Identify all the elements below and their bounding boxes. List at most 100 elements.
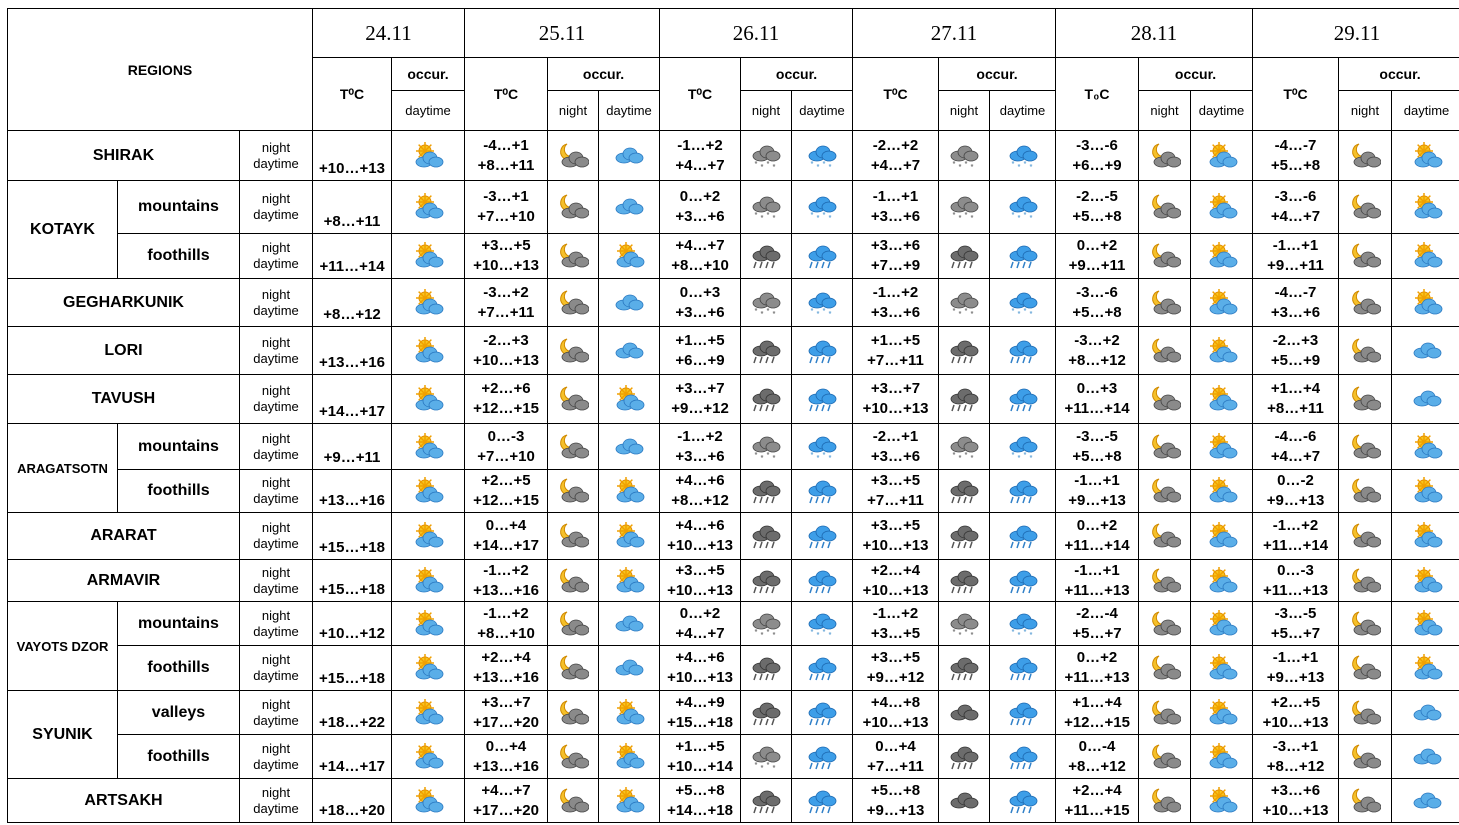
daytime-header: daytime: [989, 90, 1057, 131]
period-labels: night daytime: [239, 233, 313, 279]
cloud: [950, 525, 979, 542]
temperature: -1…+1 +9…+11: [1252, 233, 1340, 279]
ray: [1416, 568, 1425, 577]
drop: [957, 541, 961, 549]
weather-icon: [615, 342, 644, 358]
cell-line: +3…+6: [870, 237, 921, 254]
ray: [1217, 568, 1226, 577]
icon-cell: [1190, 778, 1254, 823]
drop: [815, 806, 819, 813]
cloud-part: [1166, 491, 1181, 503]
cloud: [561, 796, 590, 812]
cell-line: +5…+8: [870, 781, 921, 799]
weather-icon: [752, 480, 781, 504]
ray: [418, 479, 426, 487]
flake: *: [953, 452, 956, 459]
subregion: foothills: [117, 734, 240, 779]
ray: [1211, 524, 1220, 532]
region: ARMAVIR: [7, 559, 240, 602]
cloud-part: [574, 256, 590, 268]
cloud-part: [1166, 757, 1181, 768]
temperature: -1…+1 +9…+13: [1252, 645, 1340, 691]
drop: [759, 356, 763, 363]
occur-header: occur.: [740, 57, 854, 91]
drop: [1021, 356, 1026, 363]
cloud: [1153, 251, 1181, 268]
flake: *: [971, 455, 974, 461]
cell-line: 0…+4: [485, 517, 527, 534]
drop: [1021, 586, 1026, 593]
cloud: [1353, 442, 1382, 458]
cell-line: +5…+8: [1270, 156, 1321, 174]
weather-icon: [1151, 700, 1181, 724]
ray: [418, 244, 426, 252]
ray: [418, 617, 426, 626]
cloud: [615, 342, 644, 358]
weather-icon: [1209, 432, 1237, 458]
period-labels: night daytime: [239, 423, 313, 470]
weather-icon: [560, 143, 590, 167]
icon-cell: [1391, 469, 1459, 513]
icon-cell: [1391, 423, 1459, 470]
drop: [771, 356, 775, 363]
cell-line: -1…+1: [1272, 237, 1319, 254]
drop: [809, 762, 813, 769]
temperature: +10…+13: [312, 130, 392, 181]
drop: [957, 496, 961, 504]
ray: [1217, 744, 1226, 753]
drop: [1015, 261, 1020, 269]
temperature: 0…-4 +8…+12: [1055, 734, 1140, 779]
cloud: [1353, 298, 1382, 314]
cell-line: +7…+11: [867, 757, 924, 775]
weather-icon: [1352, 243, 1382, 268]
cell-line: +13…+16: [473, 581, 539, 599]
cell-line: +4…+9: [675, 693, 725, 711]
cloud-part: [1222, 668, 1237, 680]
cloud-part: [821, 707, 837, 718]
weather-icon: [1413, 390, 1441, 407]
drop: [1027, 673, 1032, 681]
cell-line: +8…+10: [671, 257, 729, 274]
cloud: [950, 145, 979, 161]
flake: *: [773, 765, 776, 771]
cloud-part: [963, 485, 979, 497]
cloud: [561, 486, 590, 503]
ray: [1217, 700, 1226, 709]
row: LORI night daytime +13…+16 -2…+3 +10…+13 +1…+5…: [7, 326, 1459, 375]
icon-cell: [390, 469, 466, 513]
cloud-part: [1022, 345, 1037, 356]
flake: *: [1011, 161, 1014, 168]
flake: *: [829, 215, 832, 221]
ray: [1217, 656, 1226, 664]
cloud-part: [1222, 351, 1237, 362]
temp-header: T⁰C: [852, 57, 940, 131]
cloud-part: [821, 618, 837, 629]
cloud: [1009, 388, 1037, 405]
drop: [969, 541, 973, 549]
night-header: night: [1138, 90, 1192, 131]
drop: [1027, 586, 1032, 593]
icon-cell: [1391, 512, 1459, 560]
row: ARAGATSOTN mountains night daytime +9…+11 0…-…: [7, 423, 1459, 513]
cell-line: +2…+5: [481, 472, 531, 489]
icon-cell: [938, 778, 991, 823]
icon-cell: [1190, 734, 1254, 779]
cell-line: +3…+5: [870, 624, 921, 642]
cell-line: daytime: [253, 256, 299, 271]
flake: *: [811, 629, 814, 636]
icon-cell: [547, 423, 600, 470]
weather-icon: [1209, 698, 1237, 724]
cloud: [561, 298, 590, 314]
cloud: [808, 145, 837, 161]
ray: [424, 611, 432, 620]
icon-cell: [1391, 374, 1459, 424]
weather-icon: [415, 385, 444, 411]
cloud: [415, 151, 444, 167]
cloud-part: [1427, 668, 1442, 680]
cloud-part: [1427, 447, 1442, 458]
drop: [827, 496, 831, 504]
cloud: [415, 202, 444, 219]
ray: [619, 574, 627, 583]
cloud-part: [1022, 201, 1037, 213]
drop: [827, 806, 831, 813]
